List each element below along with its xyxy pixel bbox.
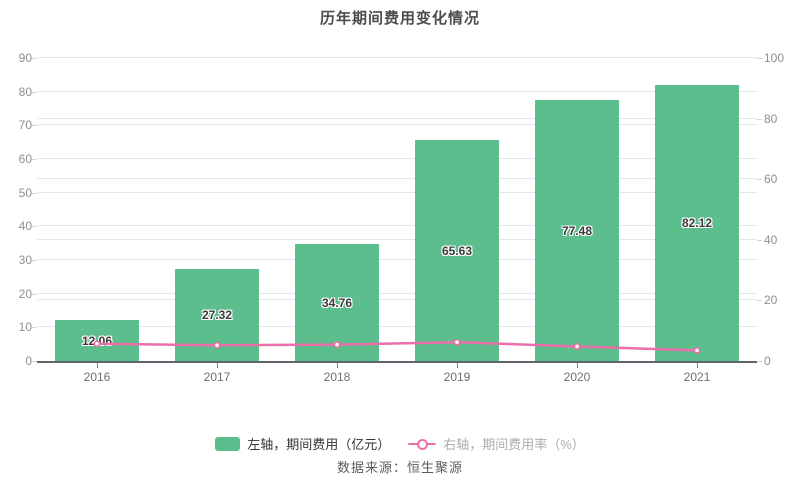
y-axis-label-left-90: 90	[18, 51, 32, 65]
bar-value-label-2021: 82.12	[681, 215, 713, 230]
gridline-left-60	[37, 158, 757, 159]
y-axis-tick-right	[757, 179, 762, 181]
y-axis-label-right-20: 20	[764, 293, 778, 308]
rate-line-point-2017	[213, 341, 221, 349]
y-axis-label-right-60: 60	[764, 172, 778, 187]
y-axis-tick-left	[32, 226, 37, 228]
rate-line-point-2020	[573, 343, 581, 350]
gridline-left-10	[37, 326, 757, 328]
legend-label-expense: 左轴，期间费用（亿元）	[247, 437, 391, 452]
legend-label-expense-rate: 右轴，期间费用率（%）	[443, 437, 585, 452]
x-axis-tick	[577, 363, 578, 368]
y-axis-label-left-20: 20	[18, 286, 32, 301]
x-axis-label-2020: 2020	[563, 370, 591, 384]
bar-legend-swatch-icon	[215, 436, 241, 451]
x-axis-label-2016: 2016	[83, 370, 111, 384]
y-axis-label-right-100: 100	[764, 51, 785, 65]
y-axis-label-left-30: 30	[18, 253, 32, 267]
y-axis-tick-left	[32, 260, 37, 261]
data-source: 数据来源：恒生聚源	[336, 460, 463, 475]
y-axis-label-right-40: 40	[764, 232, 778, 247]
y-axis-label-left-0: 0	[25, 354, 32, 368]
y-axis-tick-right	[757, 300, 762, 302]
bar-value-label-2019: 65.63	[441, 243, 473, 258]
x-axis-tick	[457, 363, 458, 368]
line-legend-ring-icon	[417, 438, 429, 450]
y-axis-tick-left	[32, 58, 37, 59]
line-legend-swatch-icon	[408, 437, 437, 451]
gridline-right-20	[37, 299, 757, 301]
rate-line-point-2016	[93, 340, 101, 348]
y-axis-tick-left	[32, 361, 37, 362]
gridline-right-100	[37, 57, 757, 58]
x-axis-label-2017: 2017	[203, 370, 231, 384]
y-axis-tick-left	[32, 192, 37, 194]
y-axis-label-right-80: 80	[764, 111, 778, 126]
x-axis-tick	[337, 363, 338, 368]
rate-line-point-2021	[693, 346, 701, 354]
gridline-right-80	[37, 117, 757, 119]
y-axis-tick-left	[32, 327, 37, 329]
x-axis-label-2018: 2018	[323, 370, 351, 384]
rate-line	[96, 340, 698, 352]
gridline-right-40	[37, 238, 757, 240]
y-axis-tick-left	[32, 125, 37, 127]
y-axis-label-left-70: 70	[18, 118, 32, 133]
rate-line-point-2019	[453, 338, 461, 346]
gridline-left-70	[37, 124, 757, 126]
x-axis-tick	[97, 363, 98, 368]
y-axis-label-left-40: 40	[18, 219, 32, 234]
y-axis-tick-left	[32, 91, 37, 93]
y-axis-tick-right	[757, 361, 762, 362]
bar-value-label-2018: 34.76	[321, 295, 353, 310]
gridline-left-50	[37, 191, 757, 193]
x-axis-tick	[217, 363, 218, 368]
chart-title: 历年期间费用变化情况	[319, 10, 480, 27]
gridline-left-30	[37, 259, 757, 260]
y-axis-label-left-10: 10	[18, 320, 32, 335]
y-axis-label-left-50: 50	[18, 185, 32, 200]
legend-item-expense-bar[interactable]: 左轴，期间费用（亿元）	[215, 434, 390, 453]
x-axis-label-2019: 2019	[443, 370, 471, 384]
y-axis-tick-right	[757, 58, 762, 59]
legend: 左轴，期间费用（亿元） 右轴，期间费用率（%）	[0, 434, 800, 453]
bar-2019	[415, 140, 499, 361]
y-axis-tick-right	[757, 239, 762, 241]
gridline-right-60	[37, 178, 757, 180]
bar-2020	[535, 100, 619, 361]
bar-value-label-2017: 27.32	[201, 308, 233, 323]
bar-2021	[655, 84, 739, 361]
y-axis-label-left-80: 80	[18, 84, 32, 99]
bar-value-label-2020: 77.48	[561, 223, 593, 238]
y-axis-label-left-60: 60	[18, 152, 32, 166]
gridline-left-20	[37, 292, 757, 294]
y-axis-tick-right	[757, 118, 762, 120]
y-axis-label-right-0: 0	[764, 354, 771, 368]
rate-line-point-2018	[333, 341, 341, 349]
x-axis-tick	[697, 363, 698, 368]
x-axis-label-2021: 2021	[683, 370, 711, 384]
gridline-left-40	[37, 225, 757, 227]
y-axis-tick-left	[32, 293, 37, 295]
rate-line-layer	[93, 338, 701, 354]
legend-item-expense-rate-line[interactable]: 右轴，期间费用率（%）	[408, 434, 585, 453]
y-axis-tick-left	[32, 159, 37, 160]
gridline-left-80	[37, 90, 757, 92]
